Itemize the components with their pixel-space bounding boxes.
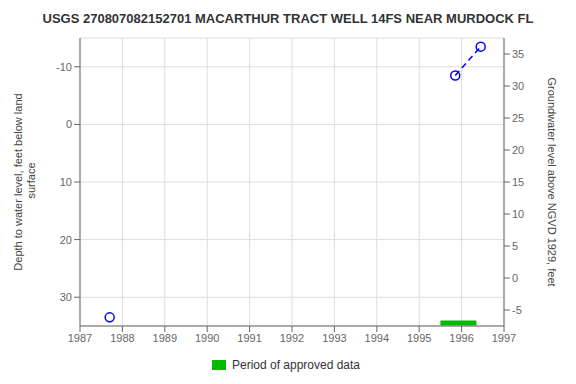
svg-text:Groundwater level above NGVD 1: Groundwater level above NGVD 1929, feet <box>546 77 558 286</box>
svg-text:1991: 1991 <box>237 332 261 344</box>
svg-text:25: 25 <box>512 112 524 124</box>
svg-text:1996: 1996 <box>449 332 473 344</box>
svg-text:30: 30 <box>512 80 524 92</box>
svg-text:0: 0 <box>512 272 518 284</box>
svg-text:10: 10 <box>60 176 72 188</box>
html-text:USGS 270807082152701 MACARTHUR: USGS 270807082152701 MACARTHUR TRACT WEL… <box>42 11 534 26</box>
svg-text:15: 15 <box>512 176 524 188</box>
svg-text:5: 5 <box>512 240 518 252</box>
svg-text:-10: -10 <box>56 61 72 73</box>
svg-text:1990: 1990 <box>195 332 219 344</box>
svg-text:1994: 1994 <box>365 332 389 344</box>
svg-text:35: 35 <box>512 48 524 60</box>
svg-text:10: 10 <box>512 208 524 220</box>
svg-text:30: 30 <box>60 291 72 303</box>
html-text:Period of approved data: Period of approved data <box>232 358 360 372</box>
svg-text:1997: 1997 <box>492 332 516 344</box>
svg-text:20: 20 <box>60 234 72 246</box>
svg-text:1993: 1993 <box>322 332 346 344</box>
svg-text:Depth to water level, feet bel: Depth to water level, feet below land su… <box>12 93 37 270</box>
svg-text:1992: 1992 <box>280 332 304 344</box>
svg-text:-5: -5 <box>512 304 522 316</box>
svg-text:1987: 1987 <box>68 332 92 344</box>
svg-text:1995: 1995 <box>407 332 431 344</box>
svg-text:1988: 1988 <box>110 332 134 344</box>
svg-text:0: 0 <box>66 118 72 130</box>
svg-text:1989: 1989 <box>153 332 177 344</box>
svg-text:20: 20 <box>512 144 524 156</box>
